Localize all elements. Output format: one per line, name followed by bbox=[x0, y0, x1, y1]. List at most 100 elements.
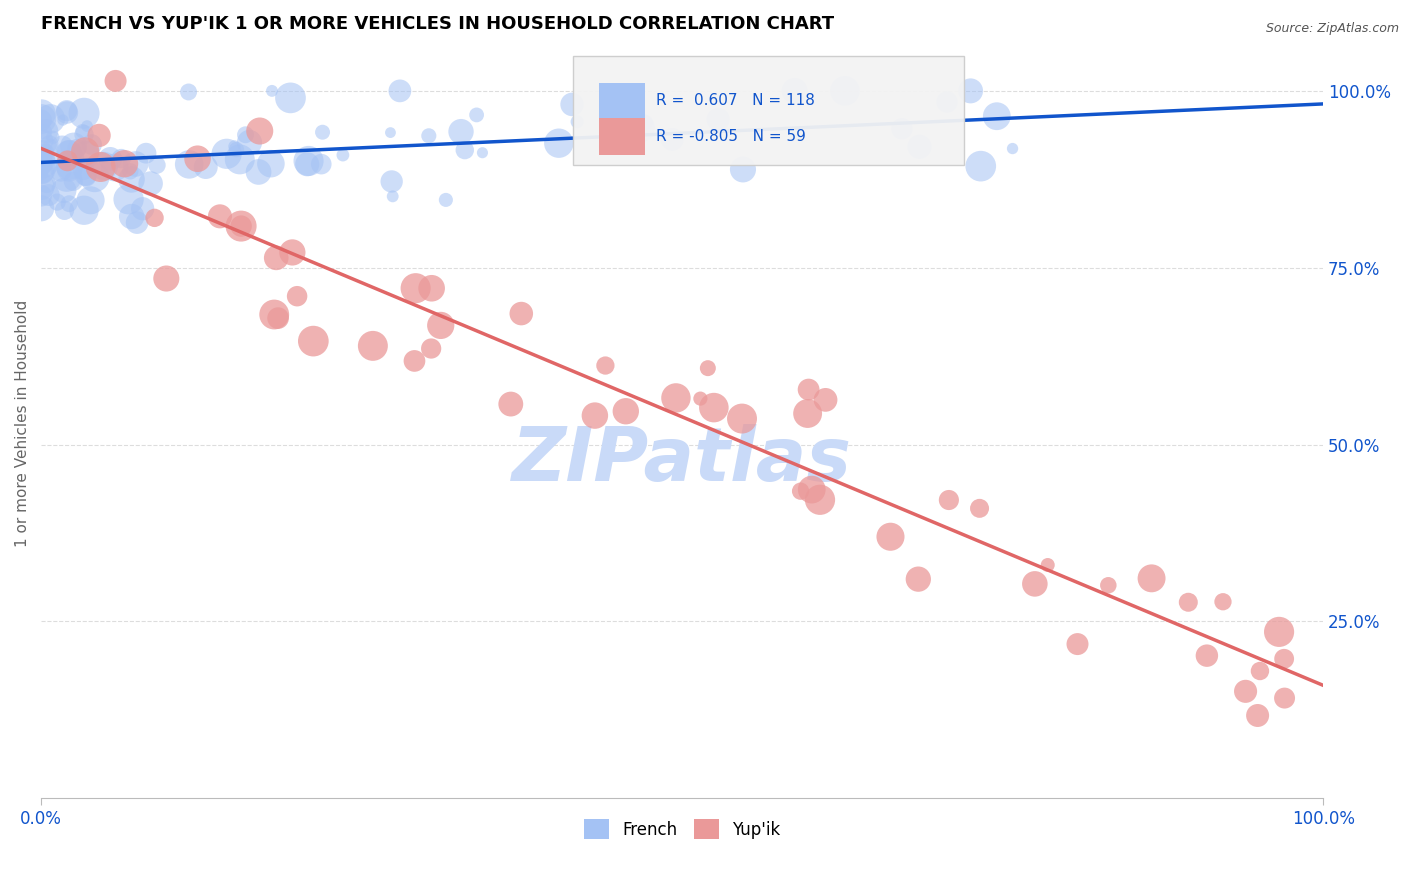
Point bbox=[80, 137, 103, 152]
Point bbox=[388, 84, 411, 98]
Point bbox=[72, 162, 94, 177]
Point bbox=[1097, 578, 1119, 592]
Point bbox=[267, 311, 290, 326]
Point bbox=[194, 160, 217, 174]
Point bbox=[789, 484, 811, 499]
Point bbox=[1268, 624, 1291, 639]
Point bbox=[73, 203, 96, 218]
Point bbox=[35, 177, 58, 191]
Point bbox=[380, 126, 402, 140]
Point bbox=[37, 151, 59, 165]
Point bbox=[42, 130, 65, 145]
Point bbox=[52, 113, 75, 128]
Point bbox=[49, 164, 72, 178]
Point bbox=[58, 145, 80, 160]
Point bbox=[229, 153, 252, 167]
Point bbox=[52, 183, 75, 197]
Point bbox=[124, 157, 146, 171]
Point bbox=[179, 157, 201, 171]
Point bbox=[75, 168, 97, 182]
Point bbox=[79, 194, 101, 208]
Point bbox=[139, 177, 162, 191]
Y-axis label: 1 or more Vehicles in Household: 1 or more Vehicles in Household bbox=[15, 300, 30, 547]
Legend: French, Yup'ik: French, Yup'ik bbox=[576, 813, 787, 846]
Point bbox=[114, 157, 136, 171]
Point bbox=[1249, 664, 1271, 678]
Point bbox=[131, 202, 153, 216]
Point bbox=[249, 124, 271, 138]
Point bbox=[302, 334, 325, 348]
Point bbox=[731, 411, 754, 425]
Point bbox=[235, 128, 257, 142]
Point bbox=[53, 203, 76, 218]
Point bbox=[703, 401, 725, 415]
Point bbox=[104, 74, 127, 88]
Point bbox=[959, 84, 981, 98]
Point bbox=[30, 107, 52, 121]
Point bbox=[75, 147, 97, 161]
Point bbox=[628, 120, 651, 135]
Point bbox=[420, 281, 443, 295]
Point bbox=[381, 174, 404, 188]
Point bbox=[1272, 652, 1295, 666]
Point bbox=[696, 361, 718, 376]
Point bbox=[31, 157, 53, 171]
Point bbox=[104, 161, 127, 175]
Point bbox=[30, 202, 52, 216]
Point bbox=[361, 339, 384, 353]
Point bbox=[117, 192, 139, 206]
Point bbox=[665, 391, 688, 405]
Point bbox=[510, 307, 533, 321]
Point bbox=[58, 159, 80, 173]
Point bbox=[90, 160, 112, 174]
Point bbox=[31, 158, 53, 172]
Point bbox=[907, 572, 929, 586]
Point bbox=[450, 125, 472, 139]
Point bbox=[285, 289, 308, 303]
Point bbox=[30, 166, 52, 180]
Point bbox=[731, 162, 754, 177]
Point bbox=[73, 106, 96, 120]
Point bbox=[35, 124, 58, 138]
Point bbox=[30, 161, 52, 176]
Point bbox=[280, 91, 302, 105]
Point bbox=[1177, 595, 1199, 609]
Point bbox=[561, 97, 583, 112]
Point bbox=[381, 189, 404, 203]
Point bbox=[238, 136, 260, 150]
Point bbox=[796, 407, 818, 421]
Point bbox=[224, 139, 246, 153]
Point bbox=[215, 146, 238, 161]
Text: R =  0.607   N = 118: R = 0.607 N = 118 bbox=[657, 94, 815, 109]
Point bbox=[55, 103, 77, 118]
Point bbox=[120, 164, 142, 178]
Point bbox=[1234, 684, 1257, 698]
Point bbox=[808, 492, 831, 507]
Point bbox=[800, 483, 823, 497]
Point bbox=[260, 157, 283, 171]
Point bbox=[30, 188, 52, 202]
Point bbox=[31, 151, 53, 165]
Point bbox=[146, 158, 169, 172]
Point bbox=[30, 134, 52, 148]
Point bbox=[39, 112, 62, 126]
FancyBboxPatch shape bbox=[574, 56, 965, 165]
Point bbox=[93, 159, 115, 173]
Point bbox=[707, 112, 730, 127]
Point bbox=[405, 281, 427, 295]
Point bbox=[297, 153, 319, 168]
Point bbox=[567, 115, 589, 129]
Point bbox=[1212, 595, 1234, 609]
Point bbox=[66, 141, 89, 155]
Point bbox=[31, 165, 53, 179]
Point bbox=[55, 169, 77, 184]
Point bbox=[56, 153, 79, 168]
Point bbox=[429, 318, 451, 333]
Point bbox=[98, 152, 121, 166]
Point bbox=[76, 169, 98, 184]
Point bbox=[547, 136, 569, 151]
Point bbox=[30, 112, 52, 126]
Point bbox=[31, 156, 53, 170]
Point bbox=[62, 174, 84, 188]
Point bbox=[1036, 558, 1059, 572]
